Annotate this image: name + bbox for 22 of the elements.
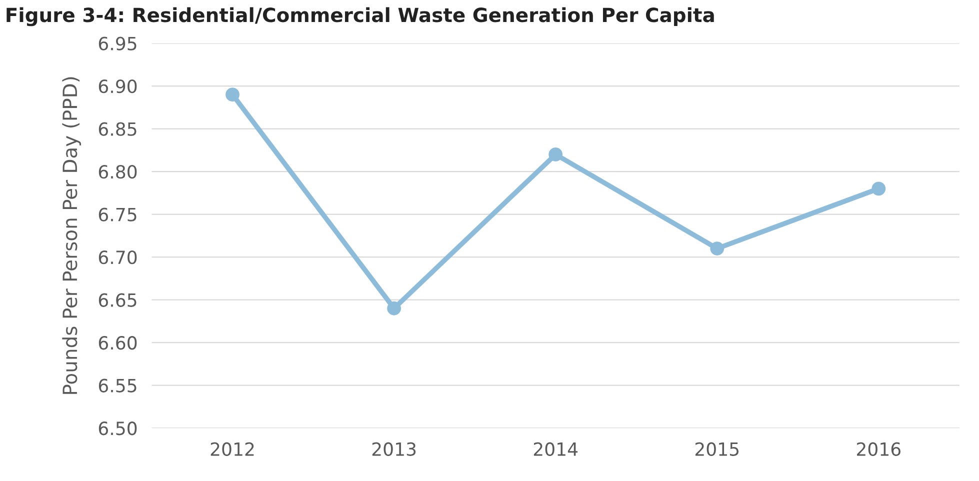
- x-tick-label: 2013: [372, 442, 416, 456]
- x-tick-label: 2012: [210, 442, 254, 456]
- x-tick-label: 2016: [857, 442, 900, 456]
- x-tick-label: 2014: [534, 442, 578, 456]
- y-tick-label: 6.95: [98, 36, 136, 50]
- y-tick-label: 6.55: [98, 378, 136, 392]
- point: [710, 242, 724, 256]
- y-tick-label: 6.90: [98, 80, 137, 94]
- y-tick-label: 6.85: [98, 122, 136, 136]
- y-tick-label: 6.50: [98, 422, 137, 436]
- y-tick-label: 6.70: [98, 250, 137, 264]
- point: [387, 301, 401, 316]
- point: [548, 148, 563, 162]
- point: [226, 88, 240, 102]
- x-tick-label: 2015: [695, 442, 739, 456]
- chart-title: Figure 3-4: Residential/Commercial Waste Generation Per Capita: [6, 7, 714, 26]
- y-tick-label: 6.75: [98, 208, 136, 222]
- y-tick-label: 6.60: [98, 336, 137, 350]
- y-axis-title: Pounds Per Person Per Day (PPD): [62, 77, 81, 394]
- y-tick-label: 6.65: [98, 293, 136, 307]
- point: [872, 182, 886, 196]
- y-tick-label: 6.80: [98, 165, 137, 179]
